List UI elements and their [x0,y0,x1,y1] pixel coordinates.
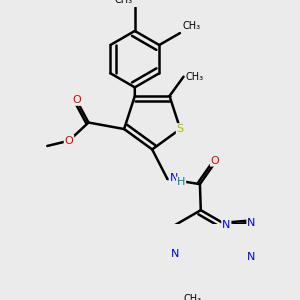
Text: O: O [72,95,81,105]
Text: CH₃: CH₃ [115,0,133,5]
Text: CH₃: CH₃ [186,72,204,82]
Text: N: N [222,220,230,230]
Text: N: N [169,173,178,183]
Text: N: N [171,250,179,260]
Text: O: O [64,136,74,146]
Text: N: N [247,252,256,262]
Text: H: H [177,177,185,188]
Text: S: S [177,124,184,134]
Text: CH₃: CH₃ [182,21,200,31]
Text: CH₃: CH₃ [184,294,202,300]
Text: O: O [211,156,220,166]
Text: N: N [247,218,256,228]
